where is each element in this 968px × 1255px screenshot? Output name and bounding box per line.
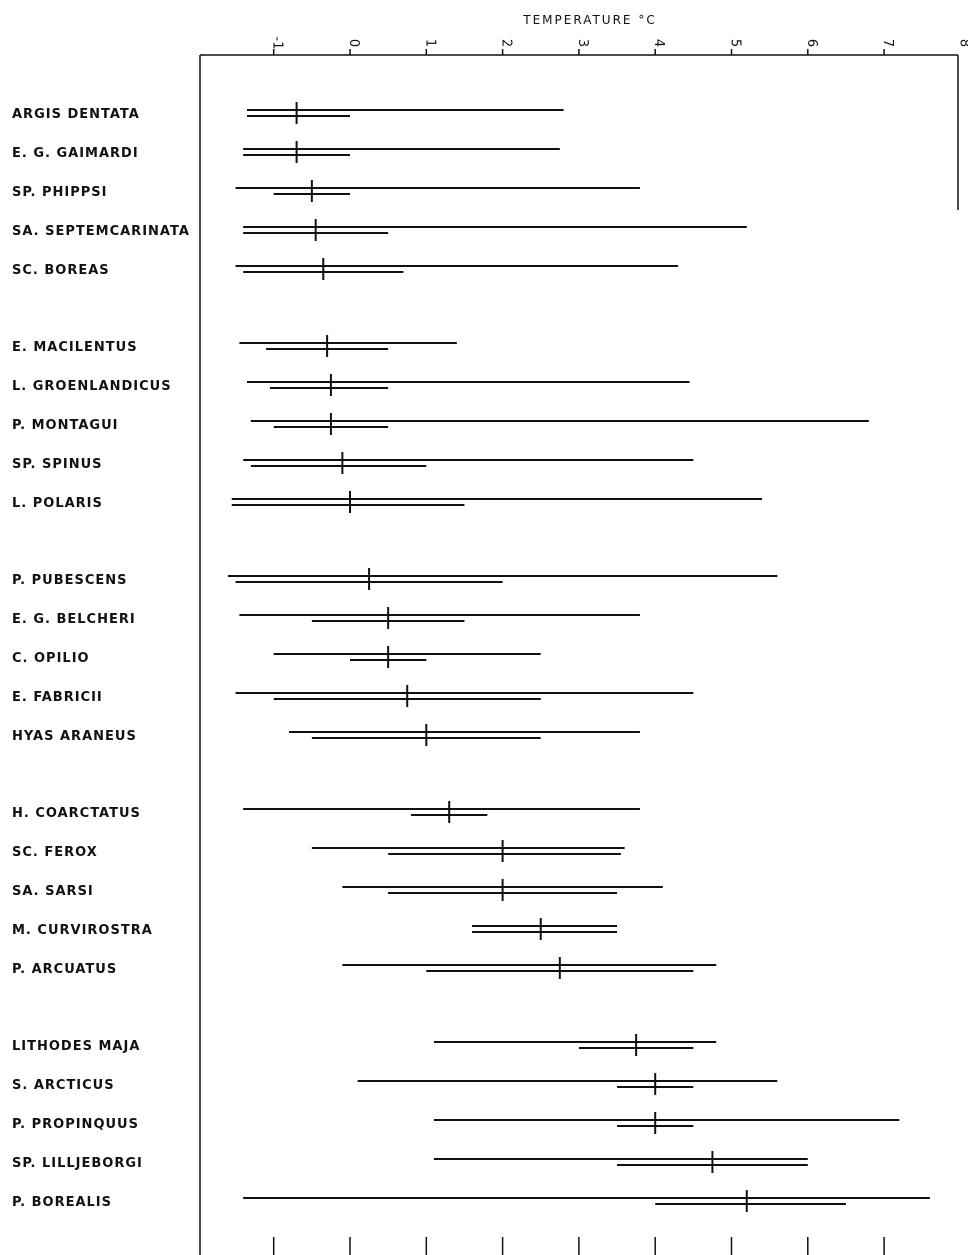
species-row: SP. PHIPPSI bbox=[12, 180, 640, 202]
species-row: SA. SARSI bbox=[12, 879, 663, 901]
species-row: ARGIS DENTATA bbox=[12, 102, 564, 124]
species-row: L. POLARIS bbox=[12, 491, 763, 513]
species-label: P. BOREALIS bbox=[12, 1195, 112, 1210]
species-label: M. CURVIROSTRA bbox=[12, 923, 153, 938]
x-tick-label: 4 bbox=[651, 39, 666, 47]
species-label: SP. SPINUS bbox=[12, 457, 103, 472]
species-label: SC. FEROX bbox=[12, 845, 98, 860]
species-row: S. ARCTICUS bbox=[12, 1073, 778, 1095]
species-row: H. COARCTATUS bbox=[12, 801, 640, 823]
species-label: SC. BOREAS bbox=[12, 263, 110, 278]
species-label: LITHODES MAJA bbox=[12, 1039, 140, 1054]
species-label: ARGIS DENTATA bbox=[12, 107, 140, 122]
x-tick-labels: -1 0 1 2 3 4 5 6 7 8 bbox=[270, 37, 968, 50]
x-tick-label: 6 bbox=[804, 39, 819, 47]
species-label: SA. SARSI bbox=[12, 884, 94, 899]
x-tick-label: -1 bbox=[270, 37, 285, 50]
species-rows: ARGIS DENTATA E. G. GAIMARDI SP. PHIPPSI SA… bbox=[12, 102, 930, 1212]
species-row: E. FABRICII bbox=[12, 685, 694, 707]
species-row: HYAS ARANEUS bbox=[12, 724, 640, 746]
species-label: SP. PHIPPSI bbox=[12, 185, 107, 200]
species-label: HYAS ARANEUS bbox=[12, 729, 137, 744]
species-label: C. OPILIO bbox=[12, 651, 90, 666]
species-row: P. PROPINQUUS bbox=[12, 1112, 900, 1134]
x-tick-label: 3 bbox=[575, 39, 590, 47]
species-label: SP. LILLJEBORGI bbox=[12, 1156, 143, 1171]
x-tick-label: 0 bbox=[346, 39, 361, 47]
axes bbox=[199, 49, 959, 1255]
species-row: P. MONTAGUI bbox=[12, 413, 869, 435]
species-label: E. FABRICII bbox=[12, 690, 103, 705]
species-label: E. G. GAIMARDI bbox=[12, 146, 139, 161]
species-label: P. ARCUATUS bbox=[12, 962, 117, 977]
x-tick-label: 2 bbox=[499, 39, 514, 47]
species-row: SC. BOREAS bbox=[12, 258, 679, 280]
species-row: SP. LILLJEBORGI bbox=[12, 1151, 808, 1173]
x-tick-label: 7 bbox=[880, 39, 895, 47]
chart-title: TEMPERATURE °C bbox=[522, 13, 656, 27]
species-label: SA. SEPTEMCARINATA bbox=[12, 224, 190, 239]
species-row: P. ARCUATUS bbox=[12, 957, 717, 979]
species-label: P. PROPINQUUS bbox=[12, 1117, 139, 1132]
species-row: SA. SEPTEMCARINATA bbox=[12, 219, 747, 241]
x-tick-label: 1 bbox=[422, 39, 437, 47]
species-label: P. MONTAGUI bbox=[12, 418, 118, 433]
species-row: SP. SPINUS bbox=[12, 452, 694, 474]
species-label: P. PUBESCENS bbox=[12, 573, 128, 588]
species-row: M. CURVIROSTRA bbox=[12, 918, 618, 940]
species-row: E. G. GAIMARDI bbox=[12, 141, 560, 163]
species-label: L. POLARIS bbox=[12, 496, 103, 511]
species-row: LITHODES MAJA bbox=[12, 1034, 717, 1056]
species-row: L. GROENLANDICUS bbox=[12, 374, 690, 396]
x-tick-label: 5 bbox=[728, 39, 743, 47]
species-row: P. BOREALIS bbox=[12, 1190, 930, 1212]
species-label: E. MACILENTUS bbox=[12, 340, 138, 355]
species-row: SC. FEROX bbox=[12, 840, 625, 862]
species-row: E. MACILENTUS bbox=[12, 335, 457, 357]
species-label: H. COARCTATUS bbox=[12, 806, 141, 821]
species-label: L. GROENLANDICUS bbox=[12, 379, 172, 394]
species-label: S. ARCTICUS bbox=[12, 1078, 115, 1093]
species-row: E. G. BELCHERI bbox=[12, 607, 640, 629]
species-label: E. G. BELCHERI bbox=[12, 612, 136, 627]
species-row: P. PUBESCENS bbox=[12, 568, 778, 590]
species-row: C. OPILIO bbox=[12, 646, 541, 668]
x-tick-label: 8 bbox=[956, 39, 968, 47]
